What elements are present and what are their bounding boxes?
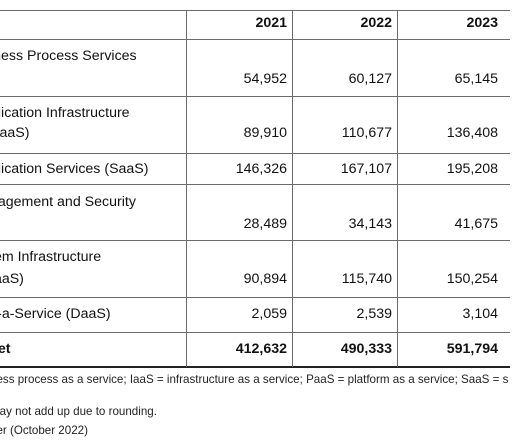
table-cell: 3,104 bbox=[462, 306, 498, 322]
table-cell: 2,539 bbox=[356, 306, 392, 322]
row-label: nagement and Security bbox=[0, 194, 136, 210]
table-cell: 54,952 bbox=[243, 71, 287, 87]
table-rule bbox=[0, 240, 510, 241]
table-cell: 90,894 bbox=[243, 271, 287, 287]
table-cell: 146,326 bbox=[235, 161, 287, 177]
table-rule bbox=[0, 332, 510, 333]
table-cell: 110,677 bbox=[341, 125, 392, 141]
table-cell: 65,145 bbox=[454, 71, 498, 87]
row-label: tem Infrastructure bbox=[0, 249, 102, 265]
row-label: plication Infrastructure bbox=[0, 105, 130, 121]
total-row-label: ket bbox=[0, 341, 11, 357]
total-cell: 412,632 bbox=[235, 341, 287, 357]
table-cell: 28,489 bbox=[243, 216, 287, 232]
footnote-rounding: may not add up due to rounding. bbox=[0, 405, 157, 418]
column-header-2023: 2023 bbox=[466, 15, 498, 31]
table-cell: 41,675 bbox=[454, 216, 498, 232]
footnote-abbreviations: ness process as a service; IaaS = infras… bbox=[0, 373, 509, 386]
table-cell: 150,254 bbox=[446, 271, 498, 287]
table-rule bbox=[0, 10, 510, 11]
table-cell: 60,127 bbox=[348, 71, 392, 87]
column-divider bbox=[186, 10, 187, 367]
footnote-source: her (October 2022) bbox=[0, 424, 88, 437]
table-cell: 2,059 bbox=[251, 306, 287, 322]
row-label: IaaS) bbox=[0, 271, 24, 287]
table-rule bbox=[0, 184, 510, 185]
table-cell: 89,910 bbox=[243, 125, 287, 141]
row-label: plication Services (SaaS) bbox=[0, 161, 149, 177]
total-cell: 591,794 bbox=[446, 341, 498, 357]
column-header-2021: 2021 bbox=[255, 15, 287, 31]
table-cell: 115,740 bbox=[341, 271, 392, 287]
table-rule bbox=[0, 153, 510, 154]
table-rule bbox=[0, 96, 510, 97]
column-divider bbox=[397, 10, 398, 367]
table-cell: 195,208 bbox=[446, 161, 498, 177]
table-rule bbox=[0, 39, 510, 40]
row-label: iness Process Services bbox=[0, 48, 137, 64]
column-header-2022: 2022 bbox=[360, 15, 392, 31]
row-label: s-a-Service (DaaS) bbox=[0, 306, 111, 322]
column-divider bbox=[292, 10, 293, 367]
table-cell: 34,143 bbox=[348, 216, 392, 232]
table-cell: 167,107 bbox=[340, 161, 392, 177]
total-cell: 490,333 bbox=[340, 341, 392, 357]
table-rule bbox=[0, 297, 510, 298]
table-rule bbox=[0, 366, 510, 368]
table-cell: 136,408 bbox=[446, 125, 498, 141]
row-label: PaaS) bbox=[0, 125, 30, 141]
